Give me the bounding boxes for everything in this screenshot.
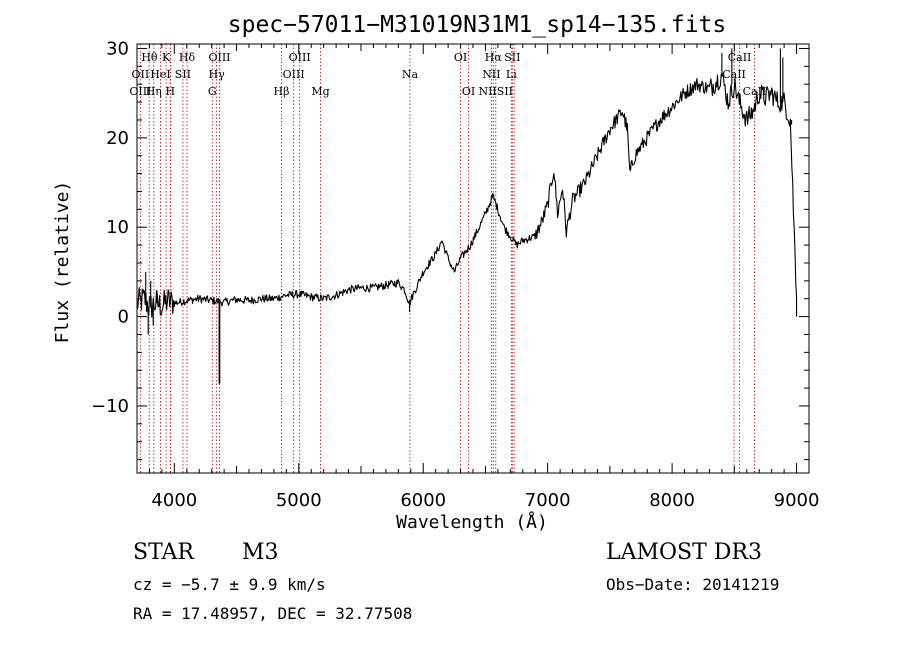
- redshift-velocity: cz = −5.7 ± 9.9 km/s: [133, 575, 326, 594]
- line-label-21: G: [208, 85, 217, 98]
- line-label-5: OI: [454, 51, 467, 64]
- line-label-0: Hθ: [141, 51, 158, 64]
- subclass: M3: [242, 540, 279, 565]
- y-tick-label-0: 0: [118, 307, 129, 328]
- spectrum-line: [136, 72, 798, 318]
- y-tick-label-10: 10: [106, 217, 129, 238]
- spectrum-spikes: [145, 48, 798, 384]
- line-label-18: OIII: [129, 85, 151, 98]
- x-tick-label-7000: 7000: [525, 490, 571, 511]
- line-label-16: Li: [506, 68, 517, 81]
- plot-frame: [136, 43, 810, 474]
- line-label-3: OIII: [208, 51, 230, 64]
- survey-name: LAMOST DR3: [606, 540, 762, 565]
- coordinates: RA = 17.48957, DEC = 32.77508: [133, 604, 413, 623]
- x-axis-title: Wavelength (Å): [396, 511, 548, 533]
- line-label-24: OI: [462, 85, 475, 98]
- y-tick-label-30: 30: [106, 38, 129, 59]
- x-axis-ticks: 4000 5000 6000 7000 8000 9000: [148, 44, 820, 511]
- line-label-22: Hβ: [274, 85, 290, 98]
- line-label-1: K: [162, 51, 171, 64]
- y-axis-ticks: −10 0 10 20 30: [91, 38, 809, 461]
- x-tick-label-8000: 8000: [649, 490, 695, 511]
- line-label-10: HeI: [150, 68, 170, 81]
- x-tick-label-4000: 4000: [151, 490, 197, 511]
- line-label-19: Hη: [146, 85, 162, 98]
- line-label-20: H: [166, 85, 176, 98]
- line-label-7: SII: [504, 51, 520, 64]
- line-label-12: Hγ: [209, 68, 226, 81]
- line-label-23: Mg: [311, 85, 329, 98]
- y-tick-label--10: −10: [91, 396, 129, 417]
- y-axis-title: Flux (relative): [52, 181, 73, 344]
- line-label-15: NII: [482, 68, 500, 81]
- chart-title: spec−57011−M31019N31M1_sp14−135.fits: [228, 12, 727, 38]
- observation-date: Obs−Date: 20141219: [606, 575, 780, 594]
- x-tick-label-9000: 9000: [774, 490, 820, 511]
- line-label-6: Hα: [485, 51, 503, 64]
- line-label-9: OII: [132, 68, 150, 81]
- line-label-17: CaII: [722, 68, 746, 81]
- line-label-25: NIISII: [478, 85, 513, 98]
- spectral-line-markers: [139, 44, 755, 473]
- line-label-14: Na: [402, 68, 419, 81]
- x-tick-label-5000: 5000: [276, 490, 322, 511]
- line-label-13: OIII: [283, 68, 305, 81]
- line-label-4: OIII: [289, 51, 311, 64]
- line-label-11: SII: [175, 68, 191, 81]
- line-label-2: Hδ: [179, 51, 196, 64]
- line-label-8: CaII: [728, 51, 752, 64]
- x-tick-label-6000: 6000: [400, 490, 446, 511]
- object-type: STAR: [133, 540, 194, 565]
- y-tick-label-20: 20: [106, 128, 129, 149]
